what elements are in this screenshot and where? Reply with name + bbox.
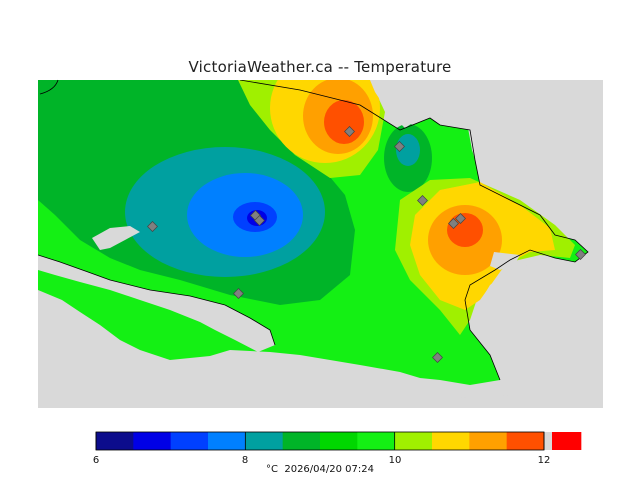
timestamp: 2026/04/20 07:24	[284, 464, 374, 475]
unit-label: °C	[266, 464, 278, 475]
colorbar-label-12: 12	[537, 455, 551, 466]
colorbar-segment	[394, 432, 433, 450]
colorbar-label-6: 6	[92, 455, 100, 466]
colorbar-segment	[170, 432, 209, 450]
station-marker	[455, 213, 466, 224]
water-inlet-west	[38, 255, 275, 352]
colorbar-segment	[133, 432, 172, 450]
colorbar-segment	[357, 432, 396, 450]
colorbar	[95, 431, 582, 451]
map-title: VictoriaWeather.ca -- Temperature	[188, 58, 452, 76]
colorbar-segment	[506, 432, 545, 450]
station-marker	[448, 218, 459, 229]
station-marker	[344, 126, 355, 137]
station-marker	[233, 288, 244, 299]
colorbar-segment	[544, 432, 582, 450]
footer: °C 2026/04/20 07:24	[0, 464, 640, 475]
coastline-west	[38, 254, 276, 346]
water-inlet-north	[92, 226, 140, 250]
water-east-bay	[490, 252, 520, 270]
colorbar-tail	[544, 432, 552, 450]
contour-12-north	[324, 100, 364, 144]
station-marker	[417, 195, 428, 206]
colorbar-segment	[469, 432, 508, 450]
colorbar-label-8: 8	[241, 455, 249, 466]
colorbar-segment	[282, 432, 321, 450]
corner-marker	[39, 79, 59, 95]
coastline	[239, 80, 589, 381]
station-markers	[147, 126, 586, 363]
colorbar-segment	[432, 432, 470, 450]
station-marker	[575, 249, 586, 260]
colorbar-segment	[208, 432, 246, 450]
station-marker	[432, 352, 443, 363]
station-marker	[147, 221, 158, 232]
colorbar-label-10: 10	[388, 455, 402, 466]
colorbar-segment	[320, 432, 358, 450]
contour-8-islet	[396, 134, 420, 166]
station-marker	[394, 141, 405, 152]
water-east-channel	[370, 80, 603, 408]
water-inlet-south	[38, 340, 603, 408]
colorbar-segment	[245, 432, 284, 450]
station-marker	[254, 215, 265, 226]
colorbar-segment	[96, 432, 134, 450]
